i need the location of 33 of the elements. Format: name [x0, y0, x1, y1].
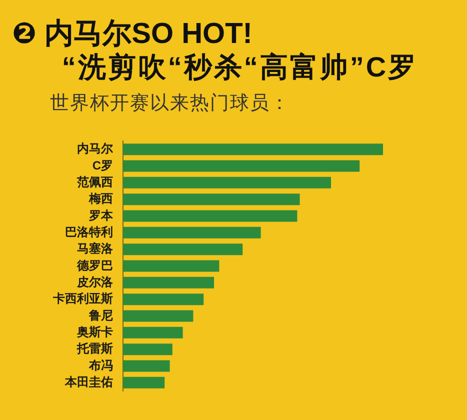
y-tick-label: 卡西利亚斯	[52, 292, 113, 306]
chart-subtitle: “洗剪吹“秒杀“高富帅”C罗	[62, 52, 418, 83]
bar	[123, 210, 298, 222]
bar	[123, 244, 243, 256]
y-tick-label: 德罗巴	[76, 258, 113, 272]
y-tick-label: C罗	[92, 158, 113, 172]
bar	[123, 194, 300, 206]
y-tick-label: 皮尔洛	[76, 274, 114, 289]
bar	[123, 360, 170, 372]
y-tick-label: 罗本	[88, 208, 114, 222]
bar	[123, 310, 194, 322]
y-tick-label: 本田圭佑	[64, 374, 113, 389]
bar	[123, 176, 331, 188]
bar	[123, 376, 165, 388]
y-tick-label: 布冯	[88, 358, 113, 372]
y-tick-label: 巴洛特利	[65, 224, 113, 239]
text: 世界杯开赛以来热门球员：	[50, 92, 290, 114]
bar	[123, 160, 360, 172]
y-tick-label: 范佩西	[76, 174, 113, 189]
chart-title: ❷ 内马尔SO HOT!	[12, 18, 252, 50]
y-tick-label: 托雷斯	[76, 342, 113, 356]
y-tick-label: 马塞洛	[77, 242, 114, 256]
bar	[123, 326, 183, 338]
bar	[123, 294, 204, 306]
bar	[123, 144, 383, 156]
bar	[123, 226, 261, 238]
y-tick-label: 奥斯卡	[76, 324, 113, 339]
y-tick-label: 内马尔	[77, 142, 114, 156]
y-tick-label: 梅西	[88, 192, 113, 206]
bar	[123, 344, 172, 356]
bar	[123, 276, 214, 288]
y-tick-label: 鲁尼	[88, 308, 113, 322]
bar	[123, 260, 220, 272]
